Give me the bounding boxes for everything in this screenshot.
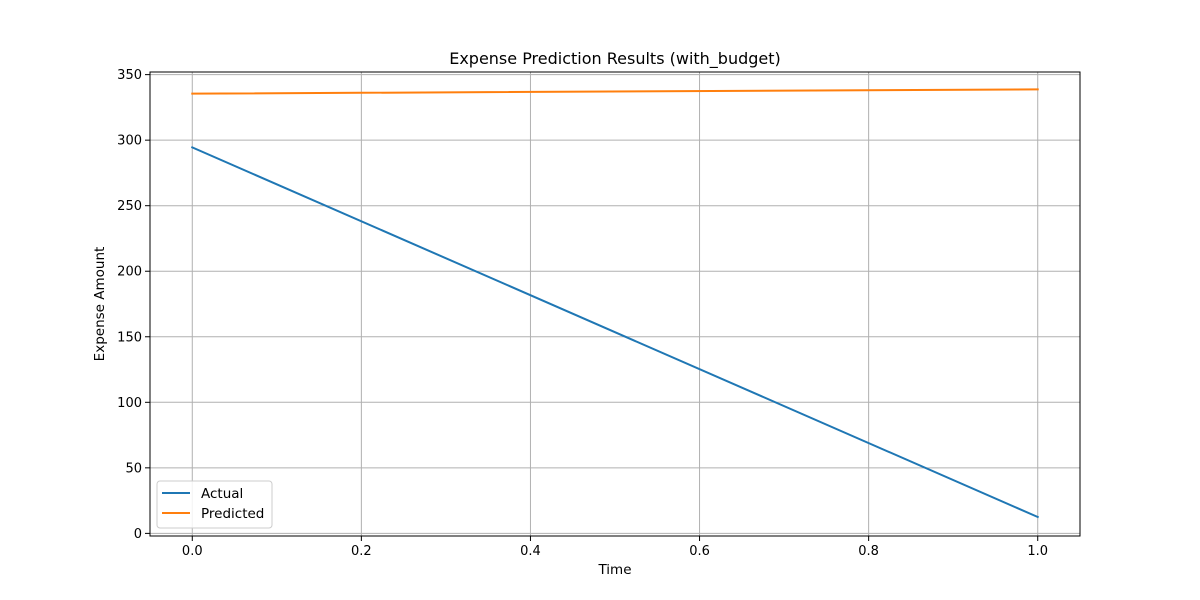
- y-tick-label: 350: [117, 68, 142, 83]
- x-tick-label: 0.2: [351, 544, 372, 559]
- series-line-actual: [190, 146, 1040, 519]
- plot-area-frame: [149, 71, 1081, 537]
- legend: Actual Predicted: [156, 480, 273, 529]
- x-tick-label: 1.0: [1027, 544, 1048, 559]
- legend-label-predicted: Predicted: [201, 506, 264, 522]
- y-axis-label: Expense Amount: [92, 247, 108, 362]
- x-tick-label: 0.8: [858, 544, 879, 559]
- y-tick-label: 50: [125, 461, 142, 476]
- chart-title: Expense Prediction Results (with_budget): [449, 49, 781, 69]
- grid-lines: [150, 72, 1080, 536]
- y-tick-label: 200: [117, 265, 142, 280]
- x-axis-label: Time: [597, 562, 631, 578]
- legend-entries: Actual Predicted: [162, 486, 264, 522]
- y-tick-label: 300: [117, 134, 142, 149]
- x-tick-label: 0.0: [182, 544, 203, 559]
- y-tick-label: 150: [117, 330, 142, 345]
- x-tick-label: 0.6: [689, 544, 710, 559]
- axis-ticks: 0.0 0.2 0.4 0.6 0.8 1.0 0 50 100 150 200 250 300 350: [117, 68, 1048, 559]
- y-tick-label: 100: [117, 396, 142, 411]
- legend-label-actual: Actual: [201, 486, 243, 502]
- x-tick-label: 0.4: [520, 544, 541, 559]
- y-tick-label: 0: [134, 527, 142, 542]
- series-lines: [190, 88, 1040, 519]
- series-line-predicted: [191, 88, 1039, 95]
- y-tick-label: 250: [117, 199, 142, 214]
